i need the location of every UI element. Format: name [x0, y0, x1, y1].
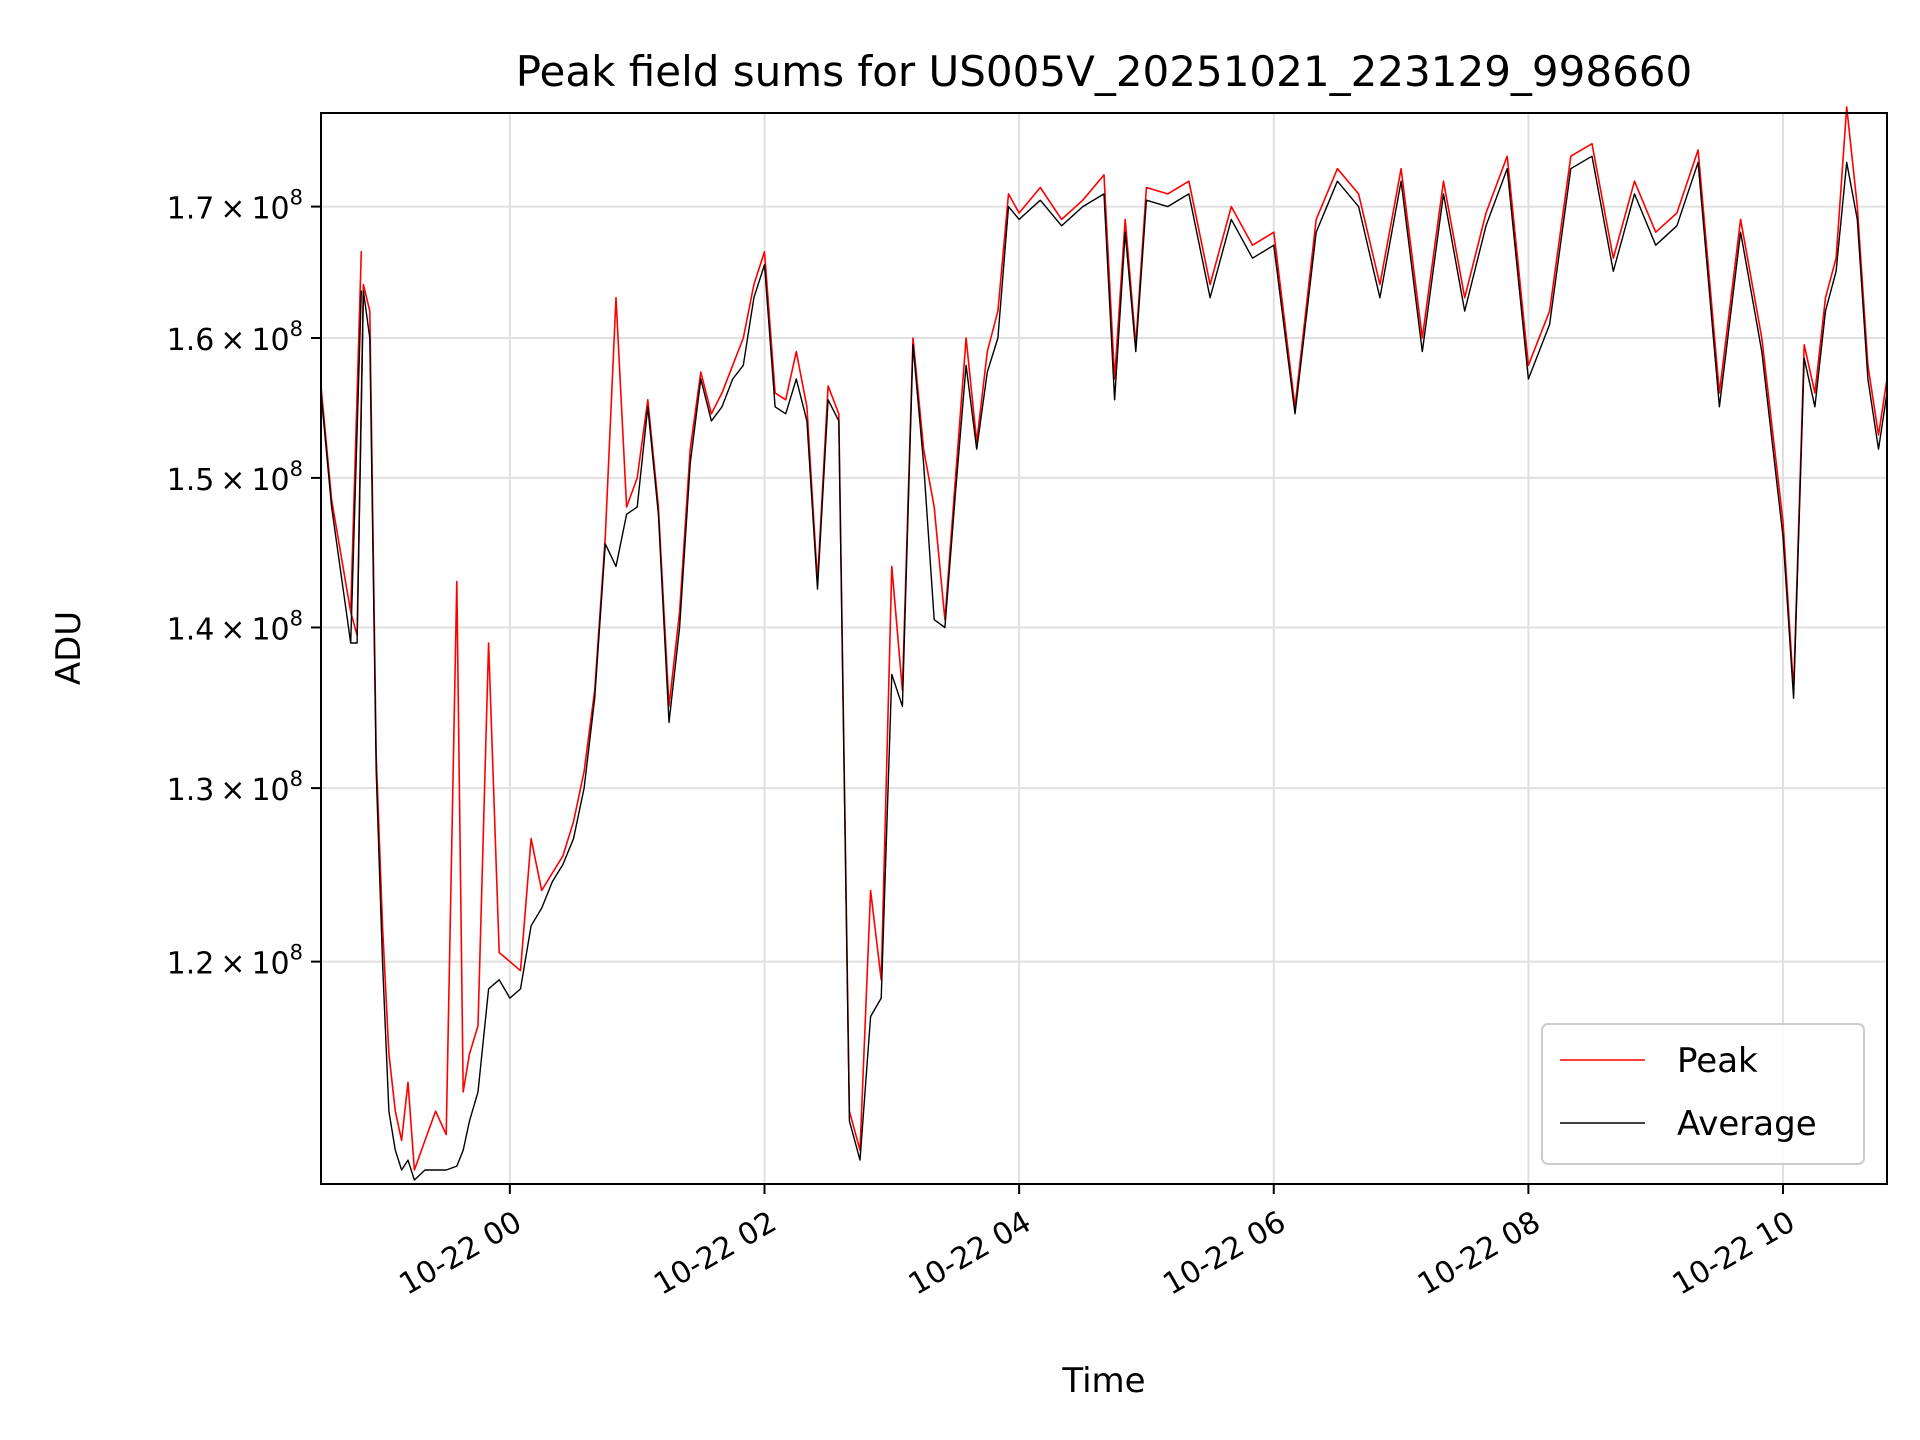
- y-tick-label: 1.6 × 108: [167, 317, 303, 358]
- plot-frame: [320, 112, 1888, 1185]
- legend-label-peak: Peak: [1677, 1041, 1758, 1081]
- series-line-average: [320, 155, 1888, 1181]
- y-axis: 1.2 × 108 1.3 × 108 1.4 × 108 1.5 × 108 1.6 …: [167, 186, 321, 982]
- y-tick-label: 1.5 × 108: [167, 457, 303, 498]
- y-axis-title: ADU: [49, 611, 89, 685]
- legend-label-average: Average: [1677, 1104, 1817, 1144]
- y-tick-label: 1.7 × 108: [167, 186, 303, 227]
- chart-title: Peak field sums for US005V_20251021_2231…: [516, 47, 1693, 96]
- series-line-peak: [320, 106, 1888, 1171]
- grid: [321, 113, 1887, 1184]
- y-tick-label: 1.2 × 108: [167, 941, 303, 982]
- legend-box: [1541, 1023, 1865, 1165]
- series-layer: [320, 106, 1888, 1181]
- y-tick-label: 1.4 × 108: [167, 606, 303, 647]
- legend: Peak Average: [1541, 1023, 1865, 1165]
- x-axis-title: Time: [1061, 1361, 1145, 1401]
- y-tick-label: 1.3 × 108: [167, 767, 303, 808]
